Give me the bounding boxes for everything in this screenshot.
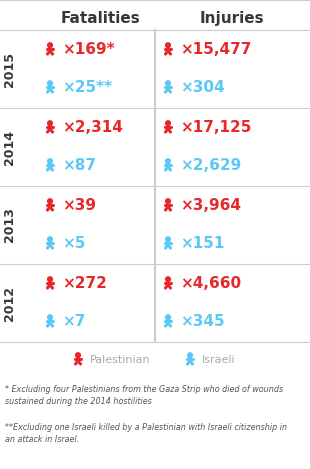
Text: 2013: 2013 — [3, 208, 16, 242]
Circle shape — [48, 315, 52, 319]
Circle shape — [166, 159, 171, 164]
Text: Fatalities: Fatalities — [60, 10, 140, 25]
Text: ×87: ×87 — [62, 158, 96, 173]
Text: ×345: ×345 — [180, 313, 225, 328]
Circle shape — [166, 43, 171, 47]
Circle shape — [166, 315, 171, 319]
Text: ×3,964: ×3,964 — [180, 197, 241, 212]
Circle shape — [48, 277, 52, 281]
Circle shape — [48, 237, 52, 242]
Text: ×272: ×272 — [62, 275, 107, 290]
Circle shape — [166, 121, 171, 126]
Text: ×17,125: ×17,125 — [180, 120, 251, 135]
Text: ×151: ×151 — [180, 235, 224, 250]
Circle shape — [48, 81, 52, 86]
Text: Injuries: Injuries — [200, 10, 264, 25]
Text: * Excluding four Palestinians from the Gaza Strip who died of wounds
sustained d: * Excluding four Palestinians from the G… — [5, 385, 283, 406]
Text: ×25**: ×25** — [62, 80, 112, 94]
Text: 2014: 2014 — [3, 129, 16, 165]
Text: ×39: ×39 — [62, 197, 96, 212]
Text: Palestinian: Palestinian — [90, 355, 151, 365]
Circle shape — [188, 353, 193, 357]
Circle shape — [166, 277, 171, 281]
Text: Israeli: Israeli — [202, 355, 236, 365]
Circle shape — [48, 121, 52, 126]
Circle shape — [76, 353, 80, 357]
Text: ×169*: ×169* — [62, 41, 115, 56]
Text: ×4,660: ×4,660 — [180, 275, 241, 290]
Text: ×5: ×5 — [62, 235, 85, 250]
Circle shape — [48, 43, 52, 47]
Text: ×2,314: ×2,314 — [62, 120, 123, 135]
Text: ×2,629: ×2,629 — [180, 158, 241, 173]
Text: 2015: 2015 — [3, 52, 16, 86]
Text: ×7: ×7 — [62, 313, 85, 328]
Circle shape — [166, 81, 171, 86]
Circle shape — [48, 199, 52, 204]
Text: ×304: ×304 — [180, 80, 225, 94]
Text: ×15,477: ×15,477 — [180, 41, 251, 56]
Circle shape — [48, 159, 52, 164]
Text: **Excluding one Israeli killed by a Palestinian with Israeli citizenship in
an a: **Excluding one Israeli killed by a Pale… — [5, 423, 287, 444]
Text: 2012: 2012 — [3, 286, 16, 320]
Circle shape — [166, 199, 171, 204]
Circle shape — [166, 237, 171, 242]
